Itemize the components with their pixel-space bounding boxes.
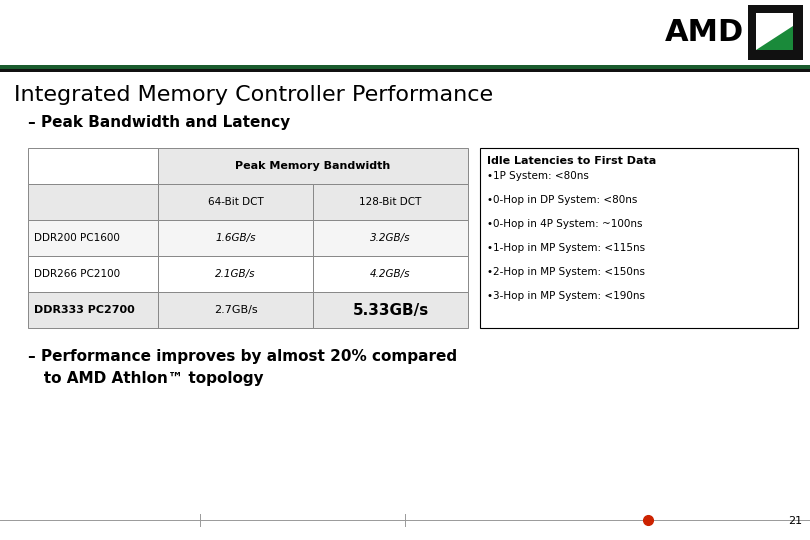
Bar	[28, 184, 158, 220]
Text: 3.2GB/s: 3.2GB/s	[370, 233, 411, 243]
Text: 1.6GB/s: 1.6GB/s	[215, 233, 256, 243]
Bar	[748, 5, 803, 60]
Bar	[28, 148, 158, 184]
Text: •0-Hop in 4P System: ~100ns: •0-Hop in 4P System: ~100ns	[487, 219, 642, 229]
Bar	[28, 220, 158, 256]
Bar	[313, 292, 468, 328]
Bar	[158, 256, 313, 292]
Text: Idle Latencies to First Data: Idle Latencies to First Data	[487, 156, 656, 166]
Text: DDR200 PC1600: DDR200 PC1600	[34, 233, 120, 243]
Text: to AMD Athlon™ topology: to AMD Athlon™ topology	[28, 370, 263, 386]
Text: – Performance improves by almost 20% compared: – Performance improves by almost 20% com…	[28, 348, 457, 363]
Bar	[313, 256, 468, 292]
Text: •0-Hop in DP System: <80ns: •0-Hop in DP System: <80ns	[487, 195, 637, 205]
Text: •3-Hop in MP System: <190ns: •3-Hop in MP System: <190ns	[487, 291, 645, 301]
Text: 128-Bit DCT: 128-Bit DCT	[360, 197, 422, 207]
Text: •1P System: <80ns: •1P System: <80ns	[487, 171, 589, 181]
Bar	[0, 69, 810, 72]
Polygon shape	[756, 26, 793, 50]
Text: – Peak Bandwidth and Latency: – Peak Bandwidth and Latency	[28, 114, 290, 130]
Text: Integrated Memory Controller Performance: Integrated Memory Controller Performance	[14, 85, 493, 105]
Bar	[480, 148, 798, 328]
Text: 2.7GB/s: 2.7GB/s	[214, 305, 258, 315]
Bar	[158, 292, 313, 328]
Text: 4.2GB/s: 4.2GB/s	[370, 269, 411, 279]
Text: 64-Bit DCT: 64-Bit DCT	[207, 197, 263, 207]
Text: •2-Hop in MP System: <150ns: •2-Hop in MP System: <150ns	[487, 267, 645, 277]
Text: DDR266 PC2100: DDR266 PC2100	[34, 269, 120, 279]
Bar	[28, 292, 158, 328]
Text: 2.1GB/s: 2.1GB/s	[215, 269, 256, 279]
Text: •1-Hop in MP System: <115ns: •1-Hop in MP System: <115ns	[487, 243, 645, 253]
Bar	[158, 184, 313, 220]
Bar	[313, 220, 468, 256]
Bar	[158, 220, 313, 256]
Bar	[0, 65, 810, 69]
Text: 5.33GB/s: 5.33GB/s	[352, 302, 428, 318]
Text: Peak Memory Bandwidth: Peak Memory Bandwidth	[236, 161, 390, 171]
Bar	[28, 256, 158, 292]
Bar	[313, 184, 468, 220]
Text: AMD: AMD	[665, 18, 744, 47]
Text: 21: 21	[788, 516, 802, 526]
Bar	[158, 148, 468, 184]
Bar	[756, 13, 793, 50]
Text: DDR333 PC2700: DDR333 PC2700	[34, 305, 134, 315]
